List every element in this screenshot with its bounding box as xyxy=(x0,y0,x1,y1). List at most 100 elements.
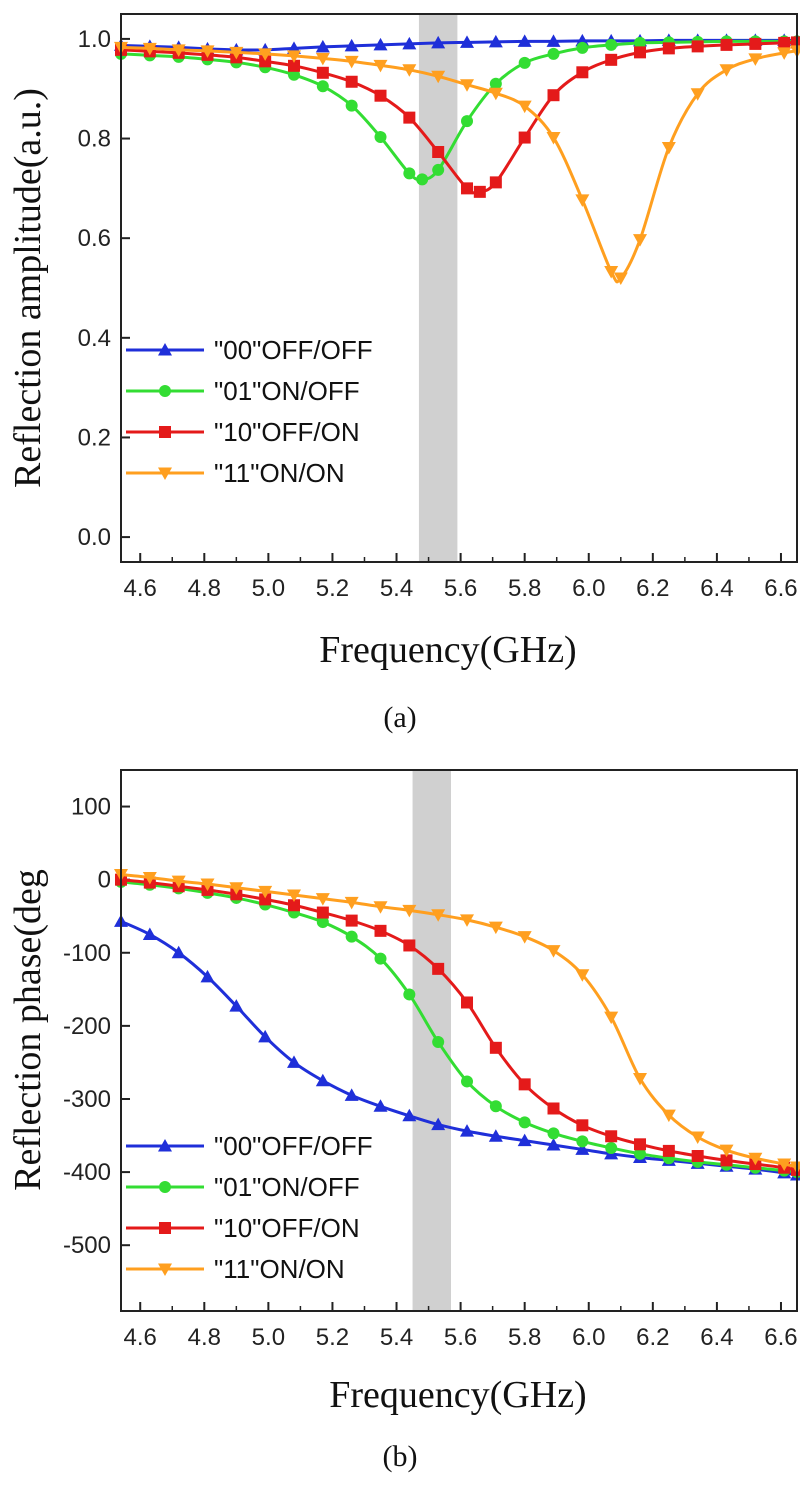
data-point xyxy=(633,1073,648,1086)
data-point xyxy=(517,1133,532,1147)
data-point xyxy=(518,1116,531,1129)
data-point xyxy=(259,893,272,906)
data-point xyxy=(416,173,429,186)
data-point xyxy=(373,1099,388,1112)
x-tick-label: 5.4 xyxy=(380,575,413,602)
panel-b-phase-chart: 4.6 4.8 5.0 5.2 5.4 5.6 5.8 6.0 6.2 6.4 6.6 100 0 -1… xyxy=(7,769,800,1473)
legend-marker xyxy=(158,1263,172,1276)
series-group xyxy=(114,33,800,286)
data-point xyxy=(200,878,215,892)
data-point xyxy=(431,1117,446,1131)
data-point xyxy=(402,64,417,77)
data-point xyxy=(518,131,531,144)
legend-item: "10"OFF/ON xyxy=(126,1213,360,1243)
y-axis-title: Reflection phase(deg xyxy=(7,869,49,1191)
data-point xyxy=(778,36,791,49)
data-point xyxy=(489,1100,502,1113)
y-axis-title: Reflection amplitude(a.u.) xyxy=(7,88,49,488)
data-point xyxy=(546,34,561,47)
series-line xyxy=(120,878,798,1172)
data-point xyxy=(315,52,330,66)
data-point xyxy=(403,939,416,952)
legend-marker xyxy=(159,1222,171,1234)
data-point xyxy=(432,1035,445,1048)
caption-b: (b) xyxy=(383,1440,418,1473)
data-point xyxy=(517,100,532,114)
x-tick-label: 5.8 xyxy=(508,1324,541,1351)
data-point xyxy=(461,115,474,128)
data-point xyxy=(605,1130,618,1143)
data-point xyxy=(460,35,475,48)
x-tick-label: 4.6 xyxy=(124,1324,157,1351)
x-tick-label: 5.8 xyxy=(508,575,541,602)
data-point xyxy=(576,66,589,79)
legend: "00"OFF/OFF "01"ON/OFF "10"OFF/ON "11"ON/ON xyxy=(126,1131,373,1284)
data-point xyxy=(171,945,186,959)
data-point xyxy=(229,46,244,60)
tick-marks xyxy=(121,805,782,1311)
data-point xyxy=(258,885,273,899)
data-point xyxy=(791,36,800,49)
data-point xyxy=(473,185,486,198)
x-tick-label: 6.0 xyxy=(572,1324,605,1351)
data-point xyxy=(690,88,705,101)
data-point xyxy=(258,48,273,61)
data-point xyxy=(517,34,532,47)
data-point xyxy=(460,79,475,92)
data-point xyxy=(316,66,329,79)
legend-marker xyxy=(159,426,171,438)
data-point xyxy=(613,272,628,286)
data-point xyxy=(373,901,388,914)
data-point xyxy=(546,132,561,145)
x-tick-label: 4.8 xyxy=(188,1324,221,1351)
legend-marker xyxy=(158,343,172,356)
legend-label: "01"ON/OFF xyxy=(214,1172,360,1202)
data-point xyxy=(777,47,792,60)
data-point xyxy=(575,1142,590,1155)
legend-label: "11"ON/ON xyxy=(214,458,345,488)
data-point xyxy=(344,38,359,52)
data-point xyxy=(488,87,503,101)
data-point xyxy=(142,871,157,885)
data-point xyxy=(720,38,733,51)
data-point xyxy=(605,1141,618,1154)
y-tick-label: -200 xyxy=(63,1013,111,1040)
x-tick-label: 5.4 xyxy=(380,1324,413,1351)
data-point xyxy=(777,1158,792,1172)
data-point xyxy=(431,909,446,922)
data-point xyxy=(661,142,676,155)
highlight-band xyxy=(418,14,458,562)
data-point xyxy=(662,1144,675,1157)
data-point xyxy=(518,56,531,69)
y-tick-label: 100 xyxy=(71,794,111,821)
x-tick-label: 6.0 xyxy=(572,575,605,602)
data-point xyxy=(200,969,215,983)
y-tick-label: 0.8 xyxy=(78,126,111,153)
plot-frame xyxy=(120,13,798,563)
data-point xyxy=(517,931,532,944)
data-point xyxy=(287,1055,302,1068)
data-point xyxy=(634,1138,647,1151)
data-point xyxy=(403,988,416,1001)
data-point xyxy=(546,945,561,958)
data-point xyxy=(373,37,388,51)
y-tick-label: 0.2 xyxy=(78,424,111,451)
data-point xyxy=(633,234,648,247)
legend-item: "00"OFF/OFF xyxy=(126,335,373,365)
series-3 xyxy=(114,41,800,286)
data-point xyxy=(634,46,647,59)
data-point xyxy=(288,59,301,72)
x-tick-label: 5.0 xyxy=(252,575,285,602)
data-point xyxy=(142,927,157,940)
data-point xyxy=(374,131,387,144)
data-point xyxy=(605,38,618,51)
data-point xyxy=(518,1078,531,1091)
y-tick-label: -100 xyxy=(63,940,111,967)
legend-marker xyxy=(159,1181,171,1193)
legend-item: "01"ON/OFF xyxy=(126,376,360,406)
legend-label: "10"OFF/ON xyxy=(214,1213,360,1243)
data-point xyxy=(431,35,446,49)
data-point xyxy=(287,889,302,903)
legend-item: "01"ON/OFF xyxy=(126,1172,360,1202)
